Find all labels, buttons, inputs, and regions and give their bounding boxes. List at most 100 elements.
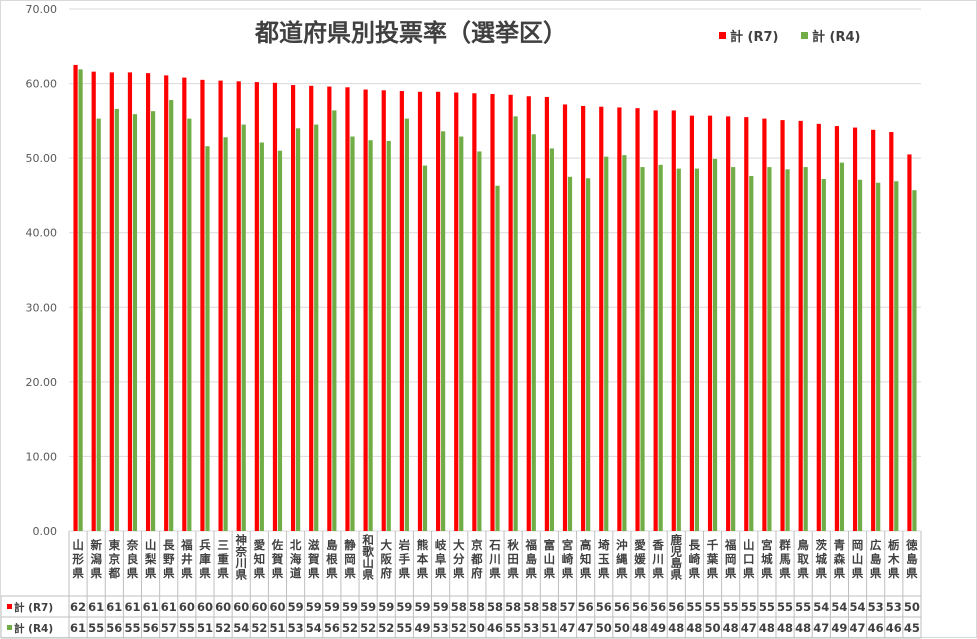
category-label: 群 [778, 538, 791, 552]
bar-r7 [381, 90, 386, 531]
category-label: 川 [488, 552, 501, 566]
table-value: 48 [759, 621, 775, 635]
table-value: 55 [759, 600, 775, 614]
table-value: 53 [886, 600, 902, 614]
y-tick-label: 30.00 [26, 301, 58, 314]
category-label: 千 [707, 538, 719, 552]
table-value: 59 [396, 600, 412, 614]
category-label: 沖 [616, 538, 628, 552]
bar-r7 [490, 94, 495, 532]
bar-r4 [350, 136, 355, 531]
category-label: 玉 [598, 552, 610, 566]
category-label: 県 [779, 566, 791, 580]
bar-r7 [834, 126, 840, 531]
category-label: 県 [507, 566, 519, 580]
table-value: 49 [831, 621, 847, 635]
table-value: 59 [433, 600, 449, 614]
category-label: 川 [234, 556, 247, 570]
table-row-header: 計 (R7) [14, 601, 53, 614]
bar-r4 [96, 118, 101, 532]
bar-r4 [749, 176, 754, 532]
category-label: 海 [290, 552, 302, 566]
table-value: 58 [505, 600, 521, 614]
category-label: 福 [525, 538, 538, 552]
category-label: 徳 [905, 538, 918, 552]
table-value: 47 [560, 621, 576, 635]
category-label: 長 [689, 538, 701, 552]
table-value: 53 [433, 621, 449, 635]
bar-r4 [150, 111, 156, 532]
bar-r4 [912, 190, 917, 532]
category-label: 馬 [779, 552, 791, 566]
table-value: 60 [179, 600, 195, 614]
category-label: 崎 [562, 552, 574, 566]
category-label: 大 [453, 538, 465, 552]
bar-r7 [671, 110, 676, 531]
category-label: 山 [72, 538, 84, 552]
y-axis: 0.00 10.00 20.00 30.00 40.00 50.00 60.00 70.00 [26, 3, 921, 538]
category-label: 県 [489, 566, 501, 580]
category-label: 県 [181, 566, 193, 580]
category-label: 県 [761, 566, 773, 580]
category-label: 取 [797, 552, 809, 566]
y-tick-label: 50.00 [26, 152, 58, 165]
bar-r7 [726, 116, 731, 531]
bar-r7 [816, 123, 821, 531]
bar-r7 [852, 127, 858, 531]
table-value: 58 [451, 600, 467, 614]
table-value: 55 [505, 621, 521, 635]
category-label: 京 [109, 552, 121, 566]
category-label: 県 [90, 566, 102, 580]
bar-r7 [762, 118, 767, 532]
legend-swatch [719, 32, 726, 39]
table-value: 50 [904, 600, 920, 614]
table-value: 47 [850, 621, 866, 635]
table-value: 55 [179, 621, 195, 635]
table-value: 45 [904, 621, 920, 635]
category-label: 県 [689, 566, 701, 580]
y-tick-label: 60.00 [26, 78, 58, 91]
category-label: 口 [743, 552, 755, 566]
bar-r7 [798, 120, 803, 531]
table-value: 56 [578, 600, 594, 614]
category-label: 県 [707, 566, 719, 580]
bar-r4 [894, 181, 899, 531]
table-value: 47 [813, 621, 829, 635]
category-label: 県 [870, 566, 882, 580]
category-label: 鳥 [797, 538, 809, 552]
table-value: 56 [143, 621, 159, 635]
category-label: 崎 [689, 552, 701, 566]
category-label: 県 [326, 566, 338, 580]
category-label: 山 [852, 552, 864, 566]
bar-r7 [526, 96, 531, 532]
category-label: 県 [217, 566, 229, 580]
table-value: 48 [723, 621, 739, 635]
category-label: 岡 [852, 538, 864, 552]
table-value: 56 [106, 621, 122, 635]
bar-r7 [399, 91, 404, 532]
category-label: 県 [797, 566, 809, 580]
table-value: 58 [469, 600, 485, 614]
bar-r4 [404, 118, 409, 532]
bar-r7 [472, 93, 477, 531]
category-label: 県 [888, 566, 900, 580]
table-value: 54 [306, 621, 322, 635]
category-label: 茨 [816, 538, 828, 552]
category-label: 秋 [507, 538, 519, 552]
table-value: 48 [777, 621, 793, 635]
category-label: 児 [670, 545, 683, 559]
category-label: 愛 [254, 538, 266, 552]
table-value: 55 [124, 621, 140, 635]
table-value: 56 [632, 600, 648, 614]
bar-r4 [857, 179, 863, 532]
bar-r7 [508, 94, 513, 531]
bar-r4 [731, 167, 736, 531]
bar-r4 [586, 178, 591, 531]
category-label: 島 [326, 538, 338, 552]
category-label: 城 [761, 552, 773, 566]
category-label: 県 [127, 566, 139, 580]
category-label: 島 [870, 552, 882, 566]
bar-r4 [241, 124, 246, 531]
bar-r7 [744, 117, 749, 531]
